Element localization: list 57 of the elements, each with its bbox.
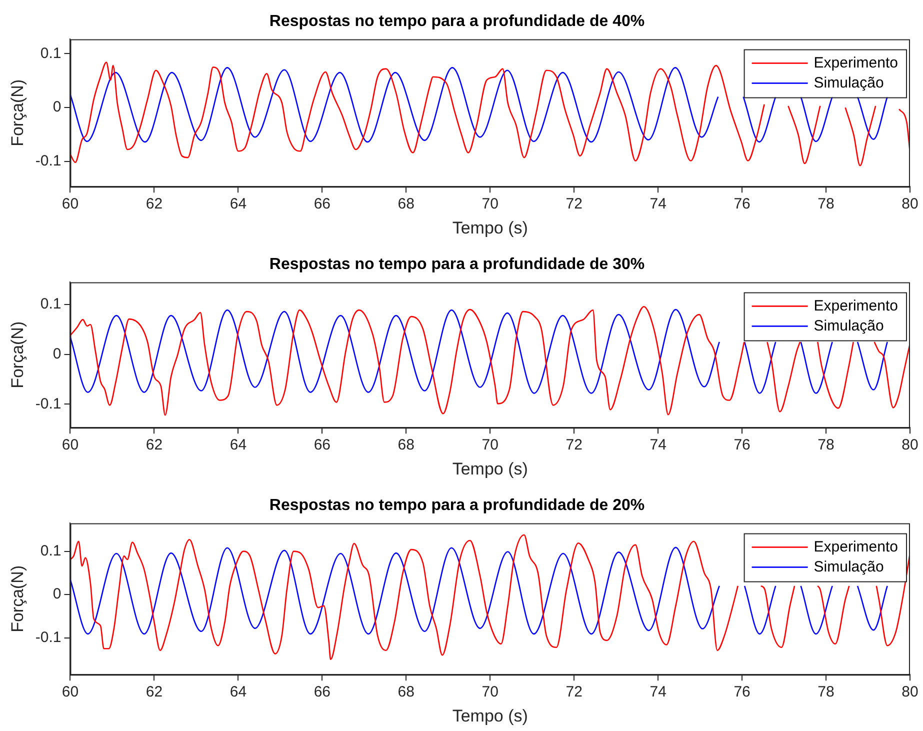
x-tick-label: 78 [818,196,834,213]
x-tick-label: 70 [482,436,498,454]
x-tick-label: 60 [62,436,79,454]
legend-label: Experimento [814,297,898,314]
x-tick-label: 78 [818,684,834,701]
y-tick-label: -0.1 [35,395,62,412]
y-tick-label: -0.1 [35,628,62,646]
chart-title: Respostas no tempo para a profundidade de 30% [269,256,645,274]
x-tick-label: 70 [482,684,498,701]
x-tick-label: 64 [230,436,247,454]
x-tick-label: 60 [62,196,79,213]
x-tick-label: 66 [314,436,331,454]
legend-label: Experimento [814,538,898,556]
y-tick-label: 0.1 [40,44,62,62]
y-tick-label: 0 [52,346,62,363]
x-tick-label: 72 [566,196,582,213]
x-axis-title: Tempo (s) [452,459,528,478]
legend-label: Simulação [814,317,884,334]
x-tick-label: 72 [566,684,582,701]
x-tick-label: 70 [482,196,498,213]
x-tick-label: 76 [734,196,750,213]
x-tick-label: 80 [902,196,918,213]
x-axis-title: Tempo (s) [452,706,528,726]
x-tick-label: 68 [398,684,414,701]
x-tick-label: 60 [62,684,79,701]
x-tick-label: 80 [902,436,918,454]
x-tick-label: 62 [146,436,163,454]
x-tick-label: 64 [230,684,247,701]
legend-label: Simulação [814,558,884,576]
y-tick-label: 0.1 [40,542,62,560]
x-tick-label: 76 [734,684,750,701]
x-tick-label: 72 [566,436,582,454]
x-axis-title: Tempo (s) [452,218,528,238]
x-tick-label: 66 [314,684,331,701]
y-tick-label: 0 [52,98,62,116]
y-axis-title: Força(N) [8,321,27,388]
x-tick-label: 74 [650,196,666,213]
x-tick-label: 80 [902,684,918,701]
x-tick-label: 78 [818,436,834,454]
chart-title: Respostas no tempo para a profundidade de 40% [269,13,645,30]
x-tick-label: 74 [650,684,666,701]
x-tick-label: 62 [146,196,163,213]
legend-label: Experimento [814,54,898,72]
x-tick-label: 76 [734,436,750,454]
y-tick-label: -0.1 [35,152,62,170]
y-axis-title: Força(N) [8,565,27,632]
y-tick-label: 0 [52,586,62,603]
x-tick-label: 64 [230,196,247,213]
y-axis-title: Força(N) [8,79,27,146]
x-tick-label: 62 [146,684,163,701]
x-tick-label: 68 [398,436,414,454]
x-tick-label: 68 [398,196,414,213]
legend-label: Simulação [814,74,884,92]
x-tick-label: 66 [314,196,331,213]
chart-title: Respostas no tempo para a profundidade de 20% [269,497,645,514]
y-tick-label: 0.1 [40,296,62,313]
x-tick-label: 74 [650,436,666,454]
